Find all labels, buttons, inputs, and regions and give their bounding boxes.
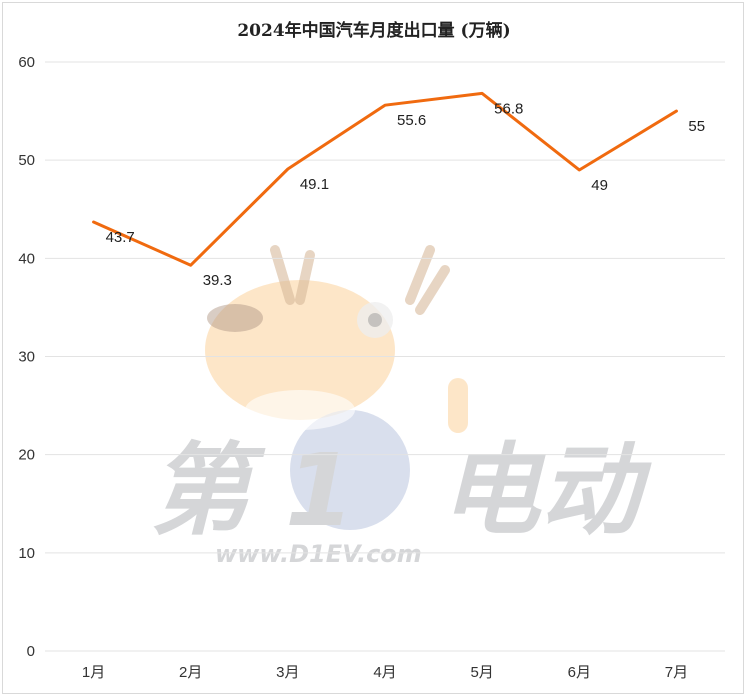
data-labels: 43.7 39.3 49.1 55.6 56.8 49 55 — [106, 100, 706, 289]
mascot-logo — [205, 245, 468, 530]
x-tick-label: 2月 — [179, 664, 202, 681]
data-label: 43.7 — [106, 229, 135, 246]
y-tick-label: 60 — [18, 54, 35, 71]
data-label: 39.3 — [203, 272, 232, 289]
y-tick-label: 0 — [27, 643, 35, 660]
chart-title: 2024年中国汽车月度出口量 (万辆) — [237, 21, 511, 41]
y-tick-label: 50 — [18, 152, 35, 169]
watermark: 第 1 电动 www.D1EV.com — [150, 245, 652, 568]
gridlines — [45, 61, 725, 652]
series-line — [92, 91, 678, 267]
x-tick-label: 3月 — [276, 664, 299, 681]
y-tick-label: 40 — [18, 250, 35, 267]
y-tick-label: 30 — [18, 349, 35, 366]
x-tick-label: 6月 — [568, 664, 591, 681]
x-tick-label: 4月 — [373, 664, 396, 681]
data-label: 55 — [688, 118, 705, 135]
x-tick-label: 1月 — [82, 664, 105, 681]
x-axis-ticks: 1月 2月 3月 4月 5月 6月 7月 — [82, 664, 688, 681]
data-label: 56.8 — [494, 100, 523, 117]
y-tick-label: 10 — [18, 545, 35, 562]
y-tick-label: 20 — [18, 447, 35, 464]
data-label: 49 — [591, 177, 608, 194]
watermark-chars-diandong: 电动 — [440, 432, 652, 549]
y-axis-ticks: 0 10 20 30 40 50 60 — [18, 54, 35, 660]
watermark-char-di: 第 — [150, 432, 266, 549]
watermark-url: www.D1EV.com — [215, 540, 422, 568]
x-tick-label: 7月 — [665, 664, 688, 681]
x-tick-label: 5月 — [470, 664, 493, 681]
watermark-char-one: 1 — [285, 432, 355, 549]
data-label: 49.1 — [300, 176, 329, 193]
data-label: 55.6 — [397, 112, 426, 129]
